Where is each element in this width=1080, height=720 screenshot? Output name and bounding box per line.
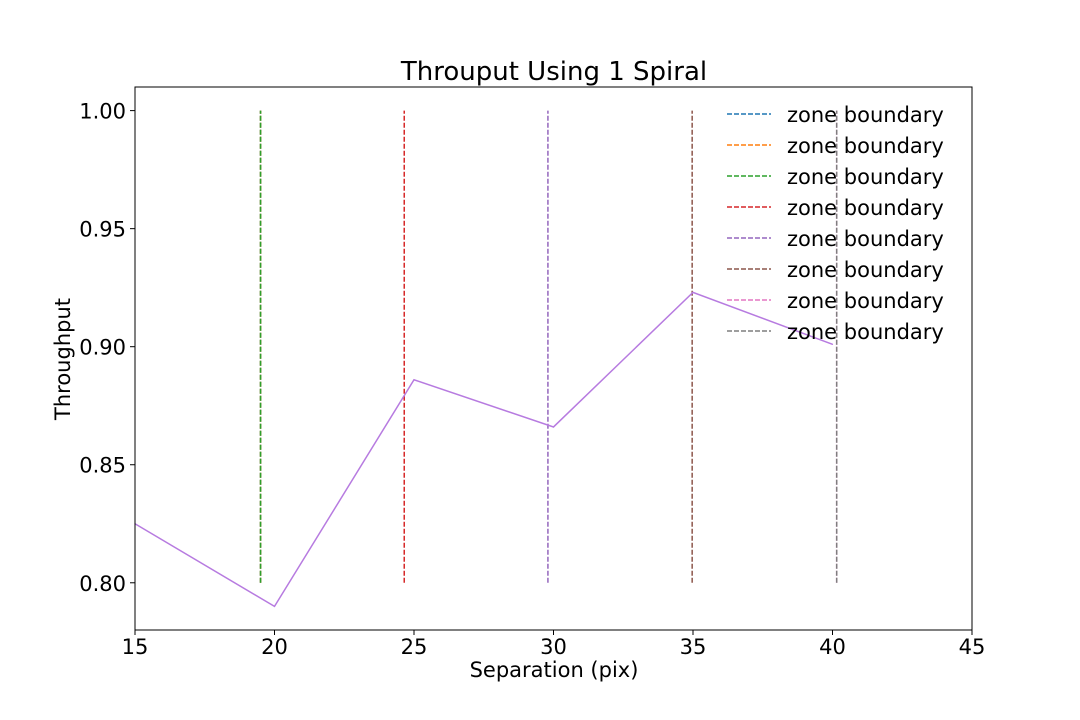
throughput-series-line (134, 291, 833, 608)
throughput-data-point (273, 605, 276, 607)
throughput-data-point (552, 426, 555, 428)
x-tick-label: 15 (122, 635, 149, 659)
legend-label-8: zone boundary (787, 320, 944, 344)
x-tick-label: 35 (680, 635, 707, 659)
legend-label-2: zone boundary (787, 134, 944, 158)
y-tick-label: 0.95 (79, 218, 126, 242)
throughput-data-point (692, 291, 694, 293)
x-tick-label: 30 (540, 635, 567, 659)
x-tick-label: 25 (401, 635, 428, 659)
y-tick-label: 0.85 (79, 454, 126, 478)
plot-area (134, 110, 838, 608)
y-axis-label: Throughput (51, 298, 75, 421)
x-tick-label: 20 (261, 635, 288, 659)
legend-label-3: zone boundary (787, 165, 944, 189)
y-tick-label: 0.90 (79, 336, 126, 360)
throughput-data-point (413, 379, 415, 381)
legend-label-6: zone boundary (787, 258, 944, 282)
chart-title: Throuput Using 1 Spiral (400, 57, 707, 87)
legend: zone boundary zone boundary zone boundary z… (727, 103, 944, 344)
y-tick-label: 0.80 (79, 572, 126, 596)
legend-label-4: zone boundary (787, 196, 944, 220)
throughput-data-point (831, 343, 834, 345)
axes: 15 20 25 30 35 40 45 0.80 0.85 0.90 0.95 1.00 (79, 86, 986, 659)
x-tick-label: 40 (819, 635, 846, 659)
x-tick-label: 45 (959, 635, 986, 659)
legend-label-1: zone boundary (787, 103, 944, 127)
legend-label-5: zone boundary (787, 227, 944, 251)
legend-label-7: zone boundary (787, 289, 944, 313)
y-tick-label: 1.00 (79, 100, 126, 124)
x-axis-label: Separation (pix) (470, 658, 639, 682)
